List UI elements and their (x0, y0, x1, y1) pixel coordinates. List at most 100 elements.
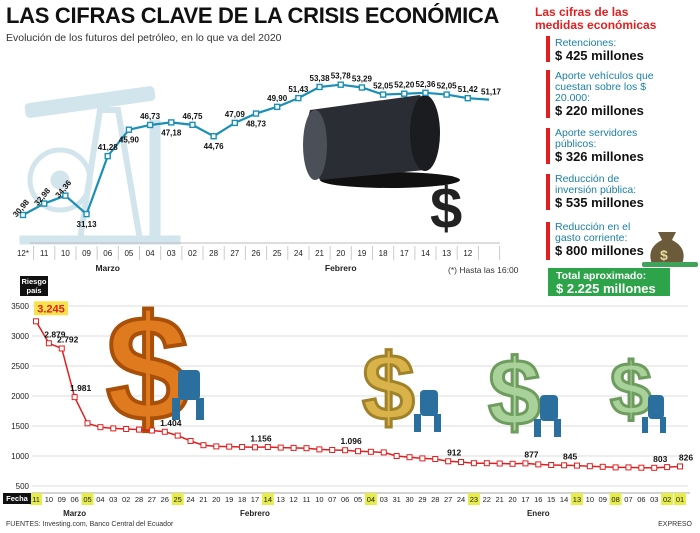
sources-note: FUENTES: Investing.com, Banco Central de… (6, 521, 174, 528)
risk-data-point (638, 464, 645, 471)
risk-date-label: 09 (58, 495, 66, 504)
risk-date-label: 03 (109, 495, 117, 504)
risk-date-label: 28 (431, 495, 439, 504)
risk-data-point (393, 453, 400, 459)
oil-date-label: 04 (146, 249, 155, 258)
risk-date-label: 10 (586, 495, 594, 504)
risk-date-highlight (364, 493, 377, 505)
risk-y-tick-label: 2500 (11, 362, 29, 371)
oil-dollar-sign: $ (430, 176, 462, 241)
risk-axis-label: Riesgo país (20, 276, 48, 296)
risk-date-label: 14 (264, 495, 272, 504)
oil-date-label: 13 (442, 249, 451, 258)
oil-data-label: 52,05 (437, 82, 458, 91)
risk-data-point (677, 463, 683, 470)
oil-data-point (337, 81, 344, 88)
oil-date-label: 03 (167, 249, 176, 258)
sidebar-item-value: $ 535 millones (555, 195, 644, 210)
risk-date-highlight (30, 493, 42, 505)
risk-data-point (123, 426, 130, 432)
risk-data-point (509, 460, 516, 467)
oil-data-point (379, 91, 387, 98)
risk-data-label: 2.879 (44, 329, 66, 339)
risk-data-point (45, 340, 52, 347)
oil-data-label: 49,90 (267, 94, 288, 103)
sidebar-total-label: Total aproximado: (556, 270, 647, 282)
risk-data-point (148, 427, 155, 434)
risk-date-highlight (570, 493, 583, 505)
sidebar-item-value: $ 326 millones (555, 149, 644, 164)
risk-data-point (303, 445, 310, 452)
sidebar-item-label: Reducción de inversión pública: (555, 173, 637, 196)
risk-data-point (406, 454, 413, 461)
risk-date-label: 26 (161, 495, 169, 504)
oil-data-point (295, 94, 302, 102)
risk-date-label: 23 (470, 495, 478, 504)
risk-date-label: 21 (496, 495, 504, 504)
risk-data-point (458, 459, 465, 465)
risk-date-label: 10 (315, 495, 323, 504)
oil-data-point (168, 119, 175, 126)
risk-data-point (535, 461, 542, 468)
risk-date-label: 27 (444, 495, 452, 504)
risk-data-point (561, 462, 568, 469)
risk-data-label: 1.404 (160, 418, 182, 428)
oil-data-label: 52,05 (373, 82, 394, 91)
risk-data-label: 877 (524, 449, 538, 459)
sidebar-item-gasto: Reducción en el gasto corriente: $ 800 m… (555, 222, 644, 258)
pumpjack-illustration (19, 86, 181, 245)
risk-data-label: 826 (679, 452, 693, 462)
oil-data-label: 53,78 (331, 72, 352, 81)
risk-month-label: Febrero (240, 509, 270, 518)
oil-data-point (19, 211, 27, 219)
sidebar-accent-bar (546, 222, 550, 260)
sidebar-item-label: Retenciones: (555, 37, 617, 49)
risk-date-label: 21 (199, 495, 207, 504)
oil-data-label: 51,43 (288, 85, 309, 94)
oil-data-label: 41,28 (98, 143, 119, 152)
risk-data-label: 912 (447, 447, 461, 457)
dollar-sign-icon: $ (362, 335, 415, 441)
sidebar-heading: Las cifras de las medidas económicas (535, 5, 657, 32)
risk-date-label: 29 (418, 495, 426, 504)
date-axis-label: Fecha (3, 493, 31, 504)
risk-date-label: 07 (624, 495, 632, 504)
risk-y-tick-label: 3000 (11, 332, 29, 341)
risk-data-point (445, 458, 452, 465)
risk-data-point (174, 432, 181, 439)
sidebar-item-value: $ 220 millones (555, 103, 644, 118)
risk-date-label: 03 (380, 495, 388, 504)
risk-date-highlight (674, 493, 686, 505)
sidebar-accent-bar (546, 128, 550, 164)
oil-data-point (210, 133, 217, 140)
risk-date-label: 20 (508, 495, 516, 504)
oil-data-label: 51,17 (481, 88, 502, 97)
risk-data-point (496, 460, 503, 467)
oil-data-point (146, 121, 154, 129)
risk-date-label: 20 (212, 495, 220, 504)
risk-y-tick-label: 2000 (11, 392, 29, 401)
risk-date-label: 04 (96, 495, 104, 504)
oil-chart-subtitle: Evolución de los futuros del petróleo, e… (6, 32, 282, 44)
oil-data-point (231, 119, 239, 127)
risk-date-label: 14 (560, 495, 568, 504)
oil-date-label: 06 (103, 249, 112, 258)
oil-data-label: 44,76 (204, 142, 225, 151)
risk-data-point (290, 444, 297, 451)
risk-date-highlight (609, 493, 622, 505)
risk-data-point (625, 464, 632, 471)
oil-date-label: 28 (209, 249, 218, 258)
oil-date-label: 21 (315, 249, 324, 258)
risk-date-label: 05 (354, 495, 362, 504)
risk-data-point (226, 443, 233, 450)
risk-data-point (251, 444, 258, 451)
oil-data-label: 53,38 (310, 74, 331, 83)
oil-data-label: 47,18 (161, 128, 182, 137)
risk-date-label: 08 (611, 495, 619, 504)
risk-month-label: Marzo (63, 509, 86, 518)
risk-data-point (612, 464, 619, 471)
risk-data-label: 1.156 (250, 433, 272, 443)
oil-date-label: 10 (61, 249, 70, 258)
risk-date-label: 10 (45, 495, 53, 504)
risk-date-label: 06 (341, 495, 349, 504)
